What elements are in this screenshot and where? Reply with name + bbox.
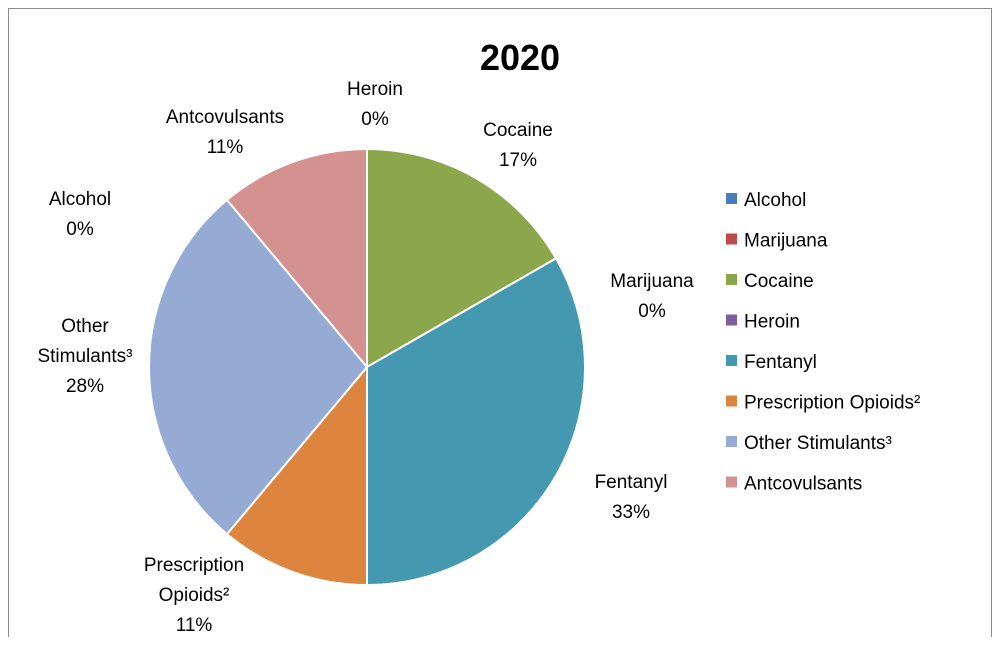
data-label-name: Prescription Opioids² <box>144 555 244 606</box>
legend-swatch <box>726 355 737 366</box>
legend-item-antcovulsants: Antcovulsants <box>726 474 862 495</box>
pie-slices <box>148 147 586 587</box>
data-label-percent: 0% <box>361 109 389 130</box>
data-label-fentanyl: Fentanyl 33% <box>595 472 668 523</box>
data-label-antcovulsants: Antcovulsants 11% <box>166 107 284 158</box>
data-label-name: Heroin <box>347 79 403 100</box>
legend-swatch <box>726 436 737 447</box>
data-label-cocaine: Cocaine 17% <box>483 120 553 171</box>
legend-label: Heroin <box>744 312 800 333</box>
chart-title: 2020 <box>480 37 560 78</box>
data-label-name: Marijuana <box>610 271 694 292</box>
data-label-name: Antcovulsants <box>166 107 284 128</box>
legend-swatch <box>726 476 737 488</box>
legend-swatch <box>726 193 737 204</box>
data-label-other-stimulants: Other Stimulants³ 28% <box>37 316 132 397</box>
data-label-heroin: Heroin 0% <box>347 79 403 130</box>
legend-item-fentanyl: Fentanyl <box>726 352 817 373</box>
legend-item-prescription-opioids: Prescription Opioids² <box>726 393 920 414</box>
legend-item-other-stimulants: Other Stimulants³ <box>726 433 892 454</box>
data-label-percent: 28% <box>66 376 104 397</box>
legend-item-alcohol: Alcohol <box>726 190 806 211</box>
legend: Alcohol Marijuana Cocaine Heroin Fentanyl Pre… <box>726 190 920 495</box>
data-label-percent: 0% <box>66 219 94 240</box>
legend-swatch <box>726 233 737 245</box>
pie-slice-other-stimulants <box>148 198 369 536</box>
legend-label: Alcohol <box>744 190 806 211</box>
legend-item-heroin: Heroin <box>726 312 800 333</box>
data-label-alcohol: Alcohol 0% <box>49 189 111 240</box>
data-label-name: Fentanyl <box>595 472 668 493</box>
legend-item-cocaine: Cocaine <box>726 271 814 292</box>
data-label-percent: 11% <box>207 137 244 158</box>
pie-slice-cocaine <box>366 147 558 369</box>
data-label-prescription-opioids: Prescription Opioids² 11% <box>144 555 244 636</box>
data-label-percent: 17% <box>499 150 537 171</box>
data-label-name: Alcohol <box>49 189 111 210</box>
legend-label: Prescription Opioids² <box>744 393 920 414</box>
data-label-name: Other Stimulants³ <box>37 316 132 367</box>
data-label-name: Cocaine <box>483 120 553 141</box>
legend-label: Marijuana <box>744 231 828 252</box>
data-label-percent: 33% <box>612 502 650 523</box>
pie-slice-antcovulsants <box>225 147 368 370</box>
legend-label: Other Stimulants³ <box>744 433 892 454</box>
pie-slice-prescription-opioids <box>225 364 368 587</box>
legend-swatch <box>726 274 737 285</box>
legend-label: Cocaine <box>744 271 814 292</box>
data-label-percent: 0% <box>638 301 666 322</box>
legend-label: Antcovulsants <box>744 474 862 495</box>
legend-swatch <box>726 314 737 326</box>
legend-item-marijuana: Marijuana <box>726 231 828 252</box>
legend-label: Fentanyl <box>744 352 817 373</box>
data-label-marijuana: Marijuana 0% <box>610 271 694 322</box>
data-labels: Alcohol 0% Marijuana 0% Cocaine 17% Heroin 0% Fe… <box>37 79 694 636</box>
legend-swatch <box>726 395 737 407</box>
data-label-percent: 11% <box>176 615 213 636</box>
pie-slice-fentanyl <box>366 257 586 587</box>
